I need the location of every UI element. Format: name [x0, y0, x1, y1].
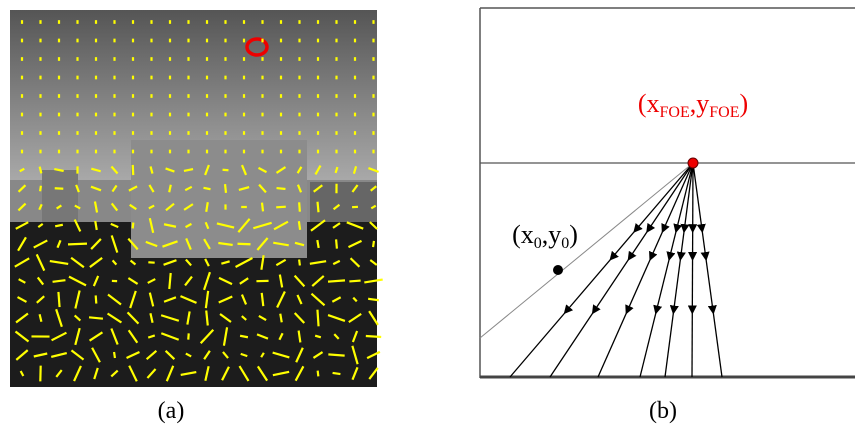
flow-vector — [278, 188, 285, 189]
flow-arrow — [634, 227, 638, 232]
flow-vector — [336, 240, 337, 247]
flow-arrow — [627, 307, 629, 312]
flow-vector — [329, 354, 343, 355]
flow-arrow — [705, 253, 706, 259]
flow-vector — [40, 205, 42, 208]
flow-vector — [21, 372, 23, 375]
flow-vector — [280, 315, 281, 321]
label-part: (x — [638, 89, 660, 118]
flow-arrow — [701, 226, 702, 232]
flow-vector — [205, 188, 210, 189]
flow-vector — [299, 203, 300, 210]
flow-arrow — [680, 253, 681, 259]
label-subscript: FOE — [660, 104, 690, 121]
flow-vector — [169, 274, 170, 288]
label-subscript: 0 — [561, 235, 569, 252]
label-subscript: 0 — [534, 235, 542, 252]
point-label: (x0,y0) — [512, 220, 578, 252]
building — [131, 222, 307, 258]
flow-vector — [316, 336, 320, 337]
flow-vector — [372, 206, 375, 208]
flow-vector — [262, 294, 263, 305]
flow-vector — [262, 204, 263, 211]
flow-ray — [550, 163, 693, 377]
flow-vector — [151, 167, 152, 172]
flow-vector — [95, 222, 96, 229]
foe-label: (xFOE,yFOE) — [638, 89, 748, 121]
label-subscript: FOE — [709, 104, 739, 121]
flow-vector — [241, 336, 247, 337]
flow-vector — [242, 354, 247, 356]
flow-ray — [640, 163, 693, 377]
flow-vector — [40, 168, 41, 173]
flow-vector — [206, 312, 207, 325]
flow-arrow — [669, 253, 670, 259]
caption: (a) — [158, 398, 185, 424]
building — [42, 170, 78, 230]
flow-vector — [318, 241, 319, 247]
flow-arrow — [656, 307, 657, 313]
flow-vector — [329, 280, 344, 281]
ray — [480, 163, 693, 338]
flow-vector — [367, 336, 380, 337]
label-part: ) — [739, 89, 748, 118]
panel-a — [10, 10, 382, 387]
label-part: (x — [512, 220, 534, 249]
label-part: ,y — [690, 89, 710, 118]
flow-vector — [354, 298, 356, 300]
figure: (xFOE,yFOE) (x0,y0) (a) (b) — [0, 0, 856, 428]
flow-vector — [318, 311, 319, 325]
flow-ray — [692, 163, 693, 377]
flow-vector — [336, 168, 337, 172]
flow-vector — [149, 336, 154, 338]
caption: (b) — [649, 398, 677, 424]
panel-b: (xFOE,yFOE) (x0,y0) — [480, 8, 855, 378]
point — [553, 265, 563, 275]
flow-ray — [510, 163, 693, 377]
flow-vector — [90, 317, 102, 318]
flow-arrow — [647, 226, 650, 231]
flow-vector — [55, 169, 62, 171]
flow-vector — [334, 373, 340, 374]
foe-point — [688, 158, 698, 168]
flow-vector — [56, 225, 62, 226]
flow-vector — [21, 169, 24, 170]
flow-vector — [225, 185, 226, 192]
flow-arrow — [611, 255, 615, 260]
flow-arrow — [650, 254, 652, 259]
flow-vector — [262, 354, 264, 357]
flow-arrow — [629, 254, 632, 259]
flow-vector — [69, 244, 86, 245]
flow-arrow — [593, 308, 596, 313]
flow-vector — [169, 186, 170, 191]
flow-ray — [693, 163, 722, 377]
flow-vector — [373, 242, 374, 246]
flow-vector — [369, 299, 377, 300]
flow-vector — [59, 293, 60, 306]
flow-vector — [185, 169, 192, 170]
flow-vector — [354, 167, 356, 172]
flow-arrow — [663, 226, 665, 231]
flow-vector — [299, 332, 300, 342]
flow-vector — [39, 225, 42, 227]
flow-arrow — [712, 307, 713, 313]
flow-vector — [40, 315, 41, 320]
flow-vector — [299, 222, 300, 228]
flow-vector — [114, 353, 115, 357]
flow-vector — [206, 203, 207, 210]
label-part: ,y — [542, 220, 562, 249]
flow-vector — [350, 281, 359, 282]
flow-vector — [318, 203, 319, 211]
flow-arrow — [684, 226, 685, 232]
flow-arrow — [565, 308, 569, 313]
flow-arrow — [676, 226, 677, 232]
flow-arrow — [673, 307, 674, 313]
label-part: ) — [569, 220, 578, 249]
flow-vector — [54, 280, 65, 281]
